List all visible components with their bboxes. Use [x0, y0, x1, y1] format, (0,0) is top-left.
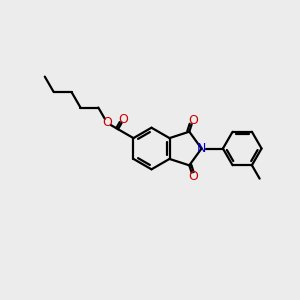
- Text: O: O: [188, 114, 198, 127]
- Text: O: O: [119, 113, 129, 126]
- Text: O: O: [102, 116, 112, 130]
- Text: N: N: [197, 142, 206, 155]
- Text: O: O: [188, 170, 198, 183]
